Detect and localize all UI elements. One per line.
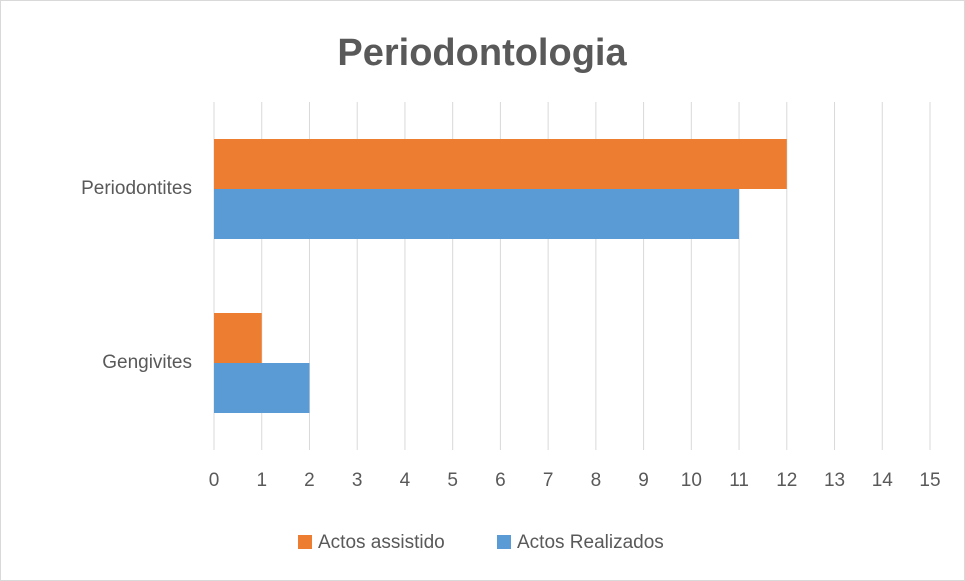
legend-label: Actos assistido	[318, 532, 445, 553]
x-tick-label: 3	[352, 470, 363, 491]
bar	[214, 139, 787, 189]
x-tick-label: 8	[591, 470, 602, 491]
x-tick-label: 11	[729, 470, 749, 491]
x-tick-label: 1	[256, 470, 267, 491]
x-tick-label: 0	[209, 470, 220, 491]
bar	[214, 313, 262, 363]
legend-swatch	[298, 535, 312, 549]
x-tick-label: 7	[543, 470, 554, 491]
y-tick-label: Gengivites	[102, 352, 192, 373]
chart-title: Periodontologia	[337, 32, 627, 74]
x-tick-label: 14	[872, 470, 894, 491]
x-tick-label: 13	[824, 470, 845, 491]
x-tick-label: 10	[681, 470, 702, 491]
x-tick-label: 9	[638, 470, 649, 491]
x-tick-label: 12	[776, 470, 797, 491]
bar	[214, 189, 740, 239]
x-tick-label: 5	[447, 470, 458, 491]
x-tick-label: 15	[919, 470, 940, 491]
x-tick-label: 6	[495, 470, 506, 491]
bar	[214, 363, 310, 413]
x-tick-label: 4	[400, 470, 411, 491]
legend-swatch	[497, 535, 511, 549]
y-tick-label: Periodontites	[81, 178, 192, 199]
legend-label: Actos Realizados	[517, 532, 664, 553]
x-tick-label: 2	[304, 470, 315, 491]
